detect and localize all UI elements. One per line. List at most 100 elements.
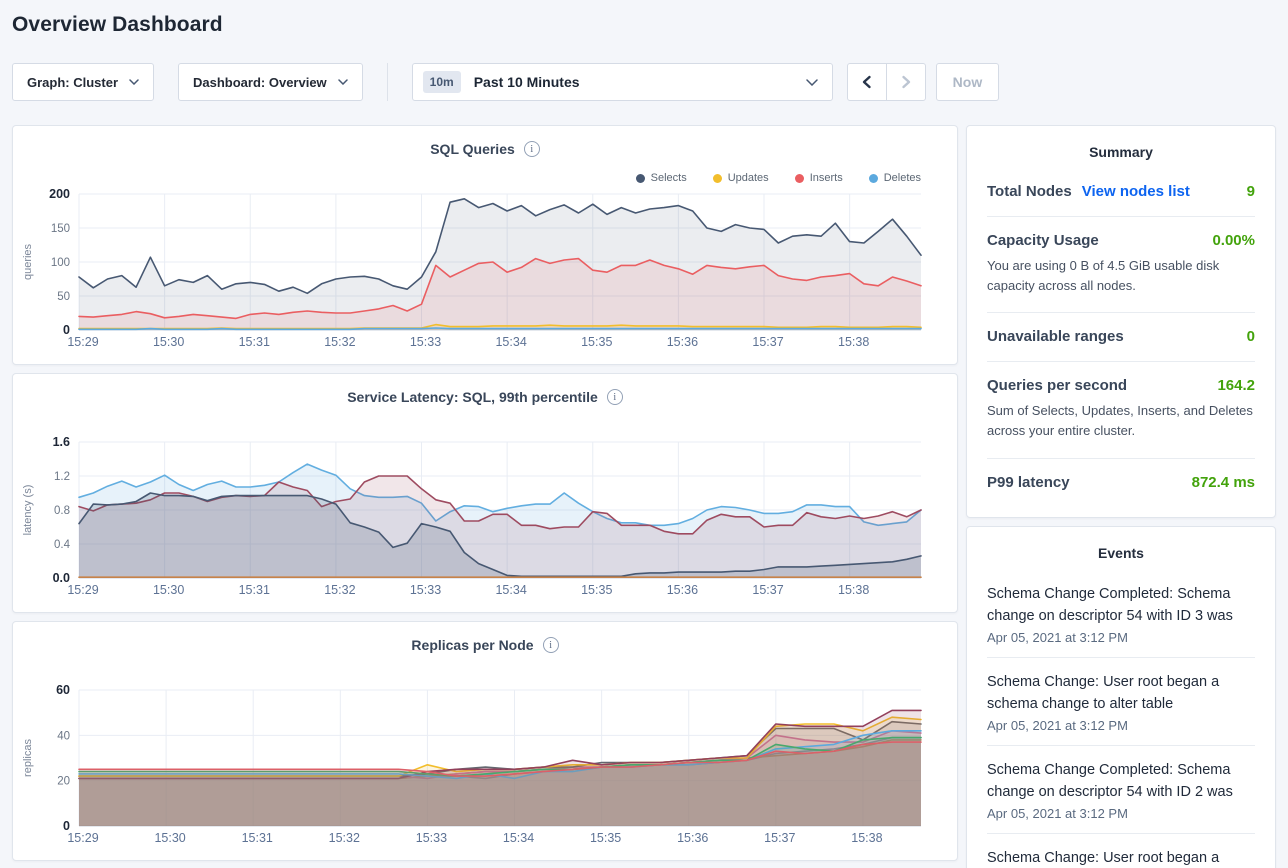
info-icon[interactable]: i — [606, 389, 623, 405]
time-range-dropdown[interactable]: 10m Past 10 Minutes — [411, 63, 833, 101]
chevron-down-icon — [129, 79, 139, 85]
event-text: Schema Change Completed: Schema change o… — [987, 585, 1233, 624]
svg-text:60: 60 — [56, 683, 70, 697]
events-panel: Events Schema Change Completed: Schema c… — [966, 525, 1276, 868]
page-title: Overview Dashboard — [12, 13, 223, 36]
chevron-down-icon — [805, 78, 818, 86]
event-timestamp: Apr 05, 2021 at 3:12 PM — [987, 717, 1128, 733]
svg-text:15:36: 15:36 — [667, 335, 698, 349]
svg-text:15:33: 15:33 — [410, 583, 441, 597]
event-timestamp: Apr 05, 2021 at 3:12 PM — [987, 629, 1128, 645]
svg-text:15:33: 15:33 — [410, 335, 441, 349]
svg-text:15:30: 15:30 — [153, 583, 184, 597]
svg-text:15:35: 15:35 — [581, 335, 612, 349]
now-button[interactable]: Now — [935, 63, 1000, 101]
svg-text:15:38: 15:38 — [838, 335, 869, 349]
legend-dot — [712, 173, 722, 183]
chart-legend: Selects Updates Inserts Deletes — [635, 172, 921, 184]
replicas-per-node-chart[interactable]: 15:29 15:30 15:31 15:32 15:33 15:34 15:35 15:36… — [13, 677, 957, 857]
summary-item-row: Capacity Usage 0.00% — [987, 232, 1255, 249]
event-item[interactable]: Schema Change Completed: Schema change o… — [987, 746, 1255, 834]
svg-text:15:36: 15:36 — [677, 831, 708, 845]
svg-text:15:29: 15:29 — [67, 335, 98, 349]
summary-item-value: 872.4 ms — [1191, 473, 1255, 491]
service-latency-chart-card: Service Latency: SQL, 99th percentile i … — [12, 373, 958, 613]
svg-text:0.4: 0.4 — [54, 539, 71, 551]
summary-item-label: P99 latency — [987, 473, 1070, 491]
graph-scope-dropdown[interactable]: Graph: Cluster — [12, 63, 155, 101]
legend-item[interactable]: Deletes — [868, 172, 921, 184]
legend-dot — [868, 173, 878, 183]
svg-text:0: 0 — [63, 323, 70, 337]
service-latency-chart-title: Service Latency: SQL, 99th percentile — [347, 389, 598, 405]
event-item[interactable]: Schema Change: User root began a schema … — [987, 658, 1255, 746]
replicas-per-node-chart-title: Replicas per Node — [411, 637, 534, 653]
time-forward-button[interactable] — [885, 63, 926, 101]
replicas-per-node-chart-card: Replicas per Node i 15:29 15:30 15:31 15:32… — [12, 621, 958, 861]
chevron-down-icon — [337, 79, 348, 85]
sql-queries-chart[interactable]: 15:29 15:30 15:31 15:32 15:33 15:34 15:35 15:36… — [13, 181, 957, 361]
event-item[interactable]: Schema Change Completed: Schema change o… — [987, 570, 1255, 658]
svg-text:15:32: 15:32 — [324, 335, 355, 349]
info-icon[interactable]: i — [542, 637, 559, 653]
charts-column: SQL Queries i Selects Updates Inserts De… — [12, 125, 958, 861]
legend-item[interactable]: Inserts — [794, 172, 843, 184]
svg-text:15:32: 15:32 — [324, 583, 355, 597]
svg-text:150: 150 — [51, 223, 70, 235]
svg-text:15:34: 15:34 — [495, 335, 526, 349]
svg-text:15:35: 15:35 — [581, 583, 612, 597]
summary-item-subtext: You are using 0 B of 4.5 GiB usable disk… — [987, 258, 1220, 294]
summary-item-subtext: Sum of Selects, Updates, Inserts, and De… — [987, 403, 1253, 439]
svg-text:50: 50 — [57, 291, 70, 303]
chart-title-row: Service Latency: SQL, 99th percentile i — [13, 389, 957, 405]
svg-text:0.8: 0.8 — [54, 505, 70, 517]
legend-label: Selects — [650, 172, 687, 184]
svg-text:200: 200 — [49, 187, 70, 201]
summary-items: Total Nodes View nodes list 9 Capacity U… — [987, 168, 1255, 507]
svg-text:15:32: 15:32 — [329, 831, 360, 845]
view-nodes-link[interactable]: View nodes list — [1081, 183, 1190, 200]
dashboard-dropdown-label: Dashboard: Overview — [193, 74, 327, 90]
svg-text:15:35: 15:35 — [590, 831, 621, 845]
toolbar-divider — [386, 63, 388, 101]
summary-item-label: Unavailable ranges — [987, 328, 1124, 346]
summary-panel: Summary Total Nodes View nodes list 9 Ca… — [966, 125, 1276, 518]
svg-text:15:37: 15:37 — [764, 831, 795, 845]
svg-text:40: 40 — [57, 730, 70, 742]
service-latency-chart[interactable]: 15:29 15:30 15:31 15:32 15:33 15:34 15:35 15:36… — [13, 429, 957, 609]
legend-label: Deletes — [883, 172, 921, 184]
svg-text:15:33: 15:33 — [416, 831, 447, 845]
svg-text:15:36: 15:36 — [667, 583, 698, 597]
dashboard-dropdown[interactable]: Dashboard: Overview — [178, 63, 363, 101]
summary-item-label: Total Nodes — [987, 183, 1072, 200]
summary-item-row: Unavailable ranges 0 — [987, 328, 1255, 345]
svg-text:0.0: 0.0 — [53, 571, 70, 585]
dashboard-body: SQL Queries i Selects Updates Inserts De… — [12, 125, 1276, 868]
side-column: Summary Total Nodes View nodes list 9 Ca… — [966, 125, 1276, 868]
svg-text:15:38: 15:38 — [838, 583, 869, 597]
svg-text:15:31: 15:31 — [239, 583, 270, 597]
legend-item[interactable]: Updates — [712, 172, 769, 184]
event-text: Schema Change: User root began a schema … — [987, 849, 1220, 866]
sql-queries-chart-title: SQL Queries — [430, 141, 515, 157]
event-text: Schema Change Completed: Schema change o… — [987, 761, 1233, 800]
summary-item-value: 164.2 — [1217, 377, 1255, 395]
summary-item-label: Capacity Usage — [987, 232, 1099, 249]
svg-text:15:37: 15:37 — [752, 335, 783, 349]
svg-text:15:34: 15:34 — [495, 583, 526, 597]
legend-item[interactable]: Selects — [635, 172, 687, 184]
sql-queries-chart-card: SQL Queries i Selects Updates Inserts De… — [12, 125, 958, 365]
summary-item-row: P99 latency 872.4 ms — [987, 474, 1255, 491]
svg-text:15:30: 15:30 — [154, 831, 185, 845]
time-back-button[interactable] — [846, 63, 887, 101]
summary-item-value: 9 — [1246, 183, 1255, 200]
time-range-badge: 10m — [422, 71, 461, 93]
legend-dot — [794, 173, 804, 183]
svg-text:1.2: 1.2 — [54, 471, 70, 483]
event-item[interactable]: Schema Change: User root began a schema … — [987, 834, 1255, 868]
summary-item-value: 0 — [1246, 328, 1255, 346]
summary-item-row: Total Nodes View nodes list 9 — [987, 183, 1255, 200]
events-list: Schema Change Completed: Schema change o… — [987, 570, 1255, 868]
info-icon[interactable]: i — [523, 141, 540, 157]
legend-dot — [635, 173, 645, 183]
